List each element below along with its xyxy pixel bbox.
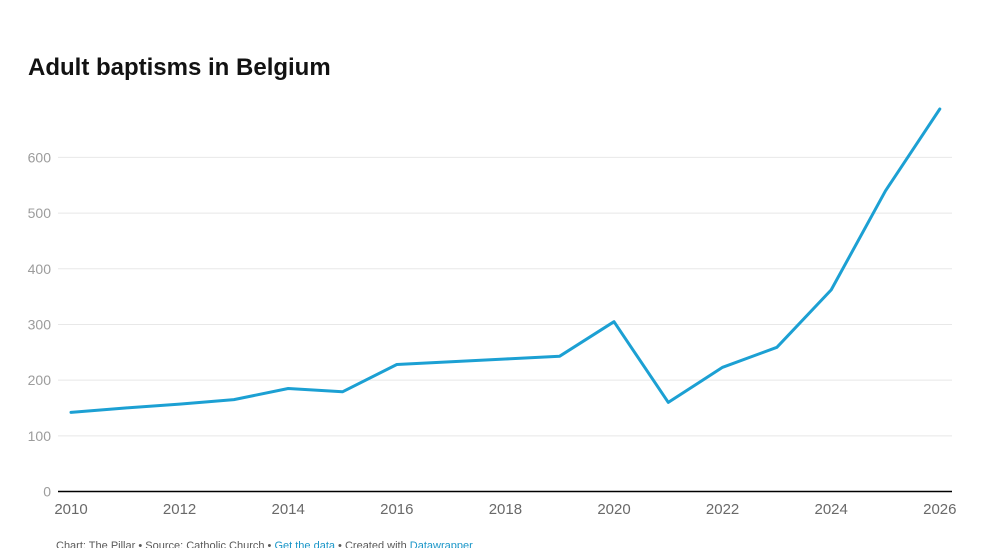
y-tick-label: 200 [28,372,52,388]
chart-credit: Chart: The Pillar [56,540,136,548]
footer-separator: • [264,540,275,548]
y-tick-label: 600 [28,149,52,165]
y-tick-label: 400 [28,261,52,277]
footer-separator: • [335,540,345,548]
y-tick-label: 500 [28,205,52,221]
datawrapper-link[interactable]: Datawrapper [409,540,473,548]
y-tick-label: 0 [43,484,51,500]
created-with-label: Created with [344,540,410,548]
get-data-link[interactable]: Get the data [274,540,335,548]
x-tick-label: 2010 [54,501,87,518]
x-tick-label: 2020 [597,501,630,518]
x-tick-label: 2026 [923,501,956,518]
footer-separator: • [135,540,146,548]
source-credit: Source: Catholic Church [145,540,265,548]
chart-footer: Chart: The Pillar • Source: Catholic Chu… [56,540,473,548]
data-line [69,107,942,414]
x-tick-label: 2012 [163,501,196,518]
y-tick-label: 100 [28,428,52,444]
x-tick-label: 2018 [489,501,522,518]
x-tick-label: 2014 [272,501,305,518]
y-tick-label: 300 [28,316,52,332]
x-tick-label: 2022 [706,501,739,518]
x-tick-label: 2024 [815,501,848,518]
x-tick-label: 2016 [380,501,413,518]
chart-title: Adult baptisms in Belgium [28,54,331,81]
